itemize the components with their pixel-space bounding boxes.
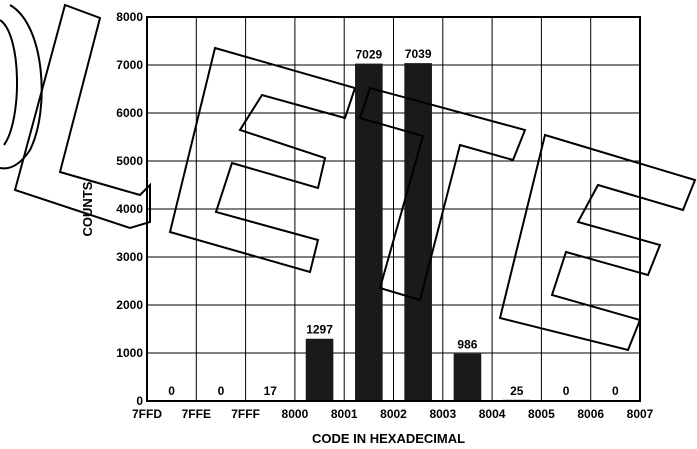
y-axis-title: COUNTS: [80, 181, 95, 236]
bar: [355, 63, 383, 401]
plot-frame: [146, 16, 641, 402]
data-label: 0: [612, 384, 619, 398]
data-label: 0: [168, 384, 175, 398]
grid-lines: [146, 16, 641, 402]
x-tick-label: 8001: [331, 407, 358, 421]
x-tick-label: 8002: [380, 407, 407, 421]
y-axis-ticks: 0 1000 2000 3000 4000 5000 6000 7000 8000: [116, 10, 143, 408]
data-label: 0: [218, 384, 225, 398]
x-axis-title: CODE IN HEXADECIMAL: [312, 431, 465, 446]
data-label: 7029: [355, 48, 382, 62]
data-label: 7039: [405, 47, 432, 61]
data-label: 986: [457, 338, 477, 352]
x-tick-label: 8003: [429, 407, 456, 421]
y-tick-label: 5000: [116, 154, 143, 168]
data-label: 1297: [306, 323, 333, 337]
y-tick-label: 8000: [116, 10, 143, 24]
x-tick-label: 8005: [528, 407, 555, 421]
bar: [305, 338, 334, 401]
x-tick-label: 8007: [627, 407, 654, 421]
obsolete-watermark: [0, 3, 697, 352]
data-labels: 0 0 17 1297 7029 7039 986 25 0 0: [168, 47, 619, 398]
x-tick-label: 7FFF: [231, 407, 260, 421]
y-tick-label: 1000: [116, 346, 143, 360]
x-tick-label: 8006: [577, 407, 604, 421]
bars: [305, 63, 531, 402]
bar: [404, 63, 432, 402]
bar: [453, 353, 482, 401]
data-label: 17: [264, 384, 278, 398]
x-tick-label: 7FFE: [182, 407, 211, 421]
y-tick-label: 4000: [116, 202, 143, 216]
data-label: 0: [563, 384, 570, 398]
data-label: 25: [510, 384, 524, 398]
y-tick-label: 2000: [116, 298, 143, 312]
x-axis-ticks: 7FFD 7FFE 7FFF 8000 8001 8002 8003 8004 8005 8006…: [132, 407, 654, 421]
y-tick-label: 7000: [116, 58, 143, 72]
x-tick-label: 7FFD: [132, 407, 162, 421]
x-tick-label: 8000: [282, 407, 309, 421]
y-tick-label: 6000: [116, 106, 143, 120]
y-tick-label: 0: [136, 394, 143, 408]
x-tick-label: 8004: [479, 407, 506, 421]
y-tick-label: 3000: [116, 250, 143, 264]
